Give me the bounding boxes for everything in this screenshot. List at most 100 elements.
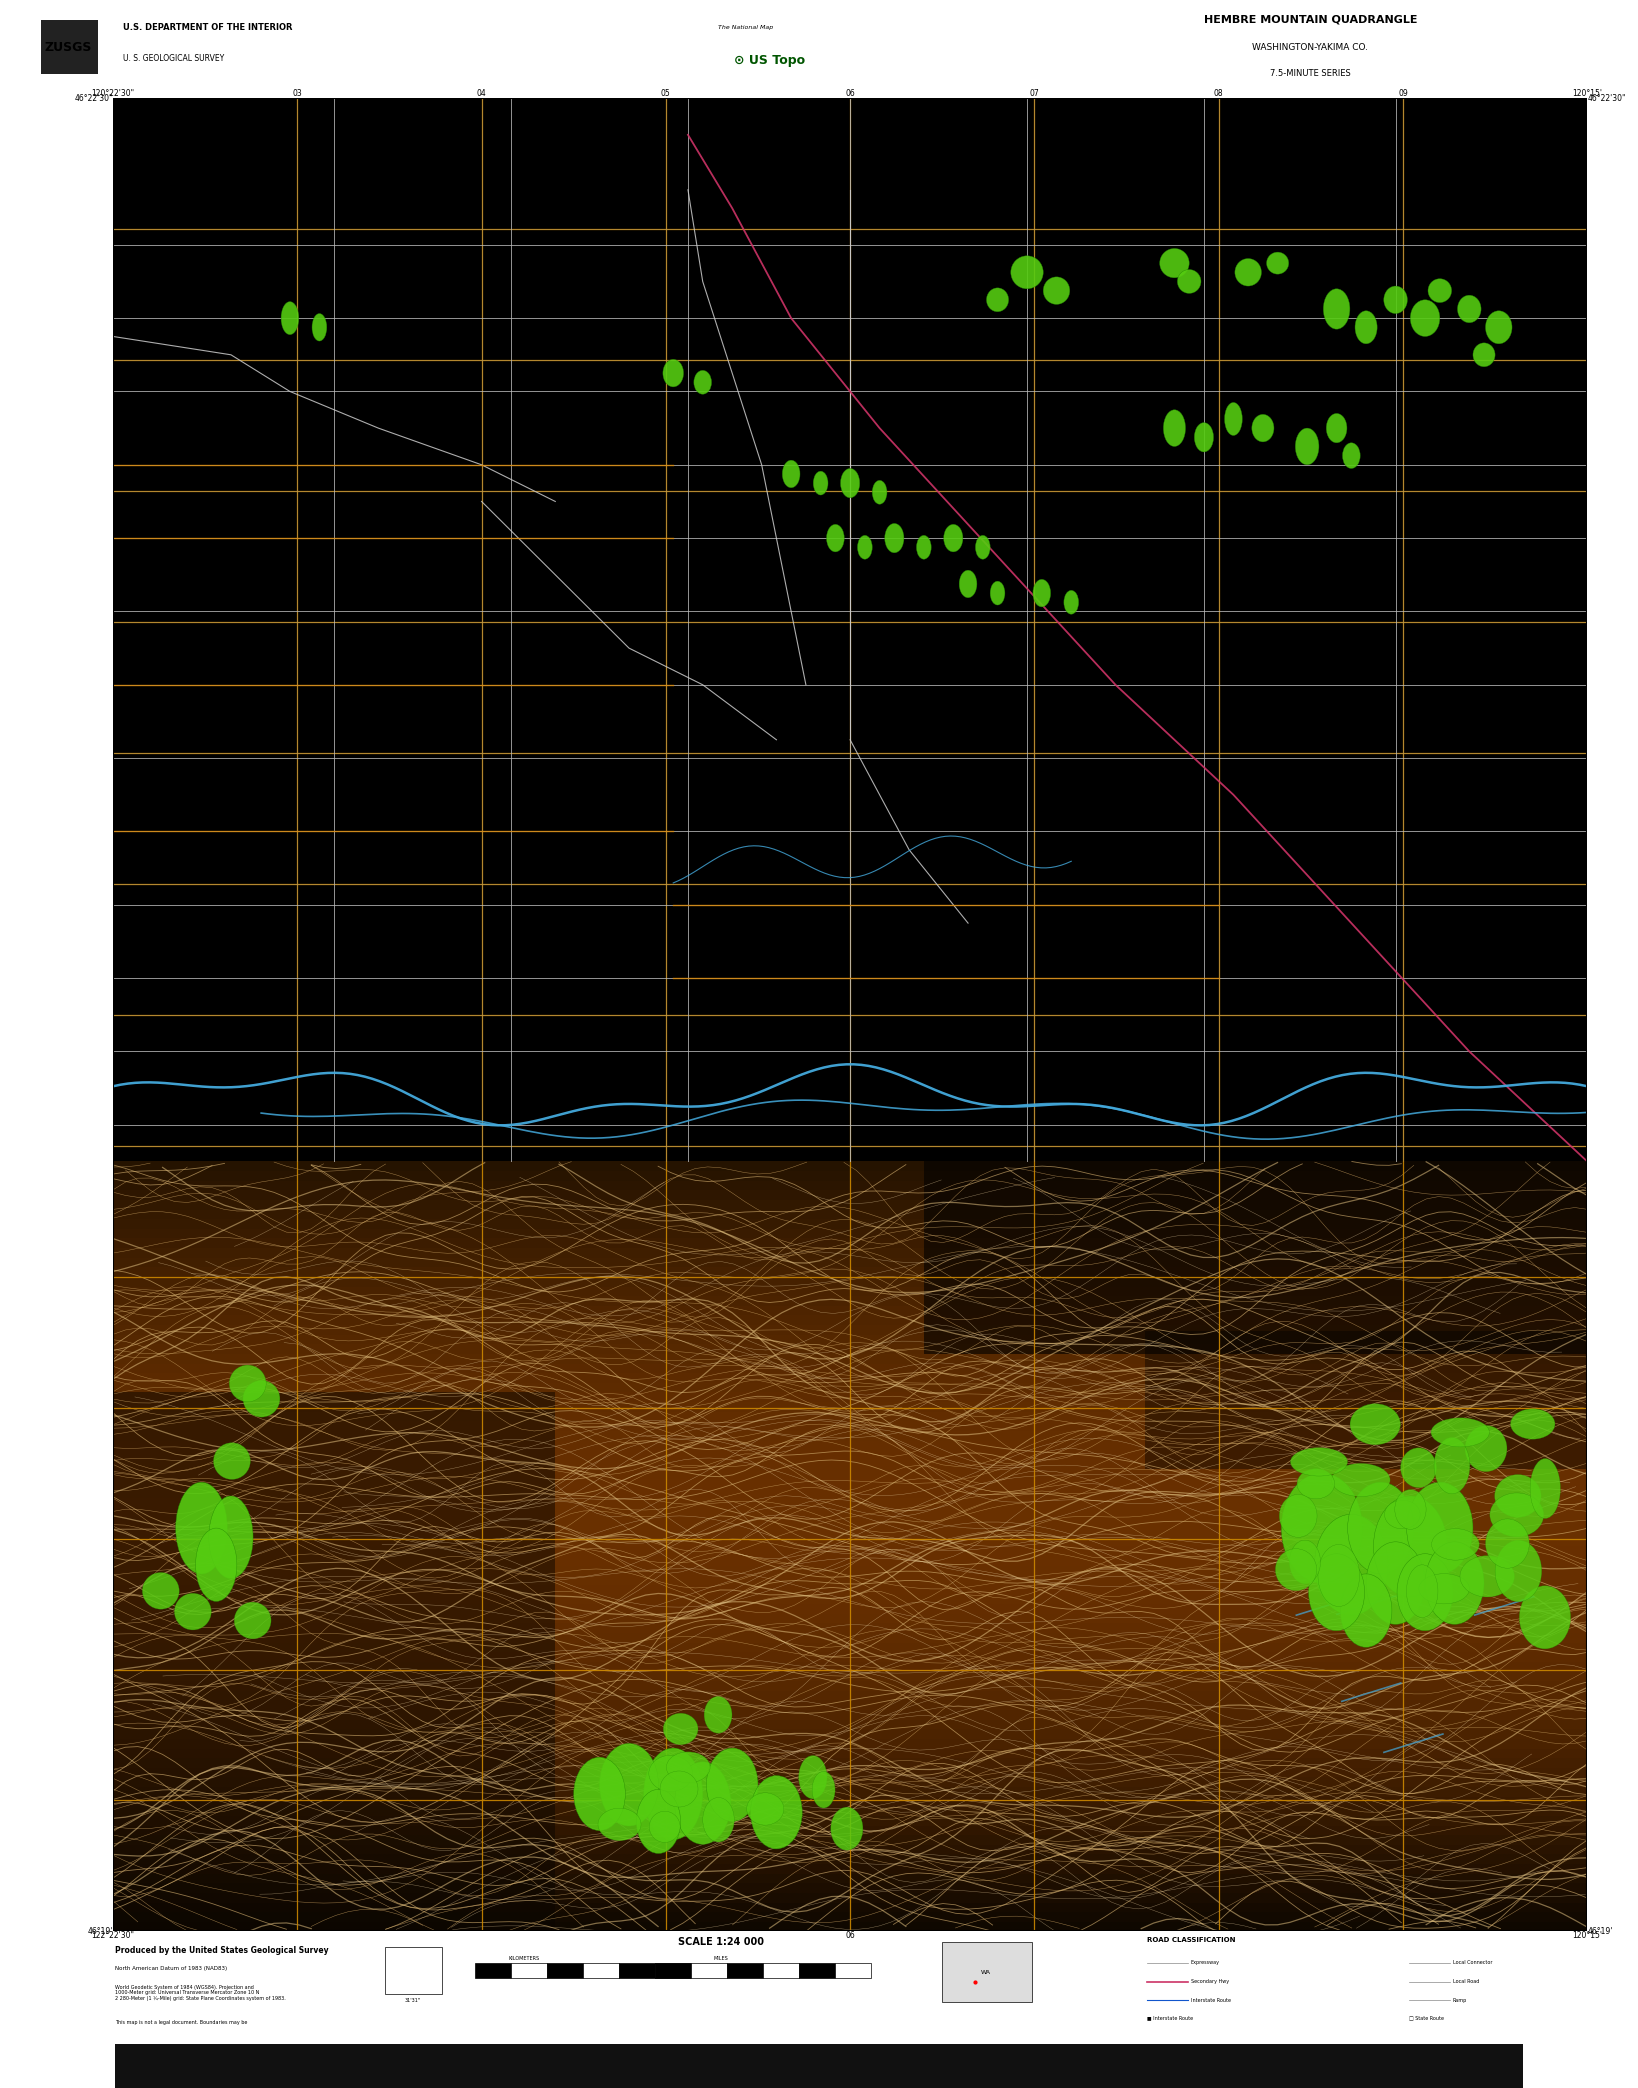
Text: North American Datum of 1983 (NAD83): North American Datum of 1983 (NAD83) (115, 1967, 226, 1971)
Ellipse shape (143, 1572, 179, 1610)
Bar (113, 1478, 1587, 1489)
Text: 120°15': 120°15' (1572, 1931, 1602, 1940)
Ellipse shape (598, 1808, 640, 1842)
Bar (113, 1190, 1587, 1201)
Ellipse shape (636, 1789, 681, 1854)
Ellipse shape (1235, 259, 1261, 286)
Ellipse shape (667, 1752, 711, 1783)
Ellipse shape (1410, 301, 1440, 336)
Ellipse shape (703, 1798, 734, 1842)
Ellipse shape (1340, 1574, 1392, 1647)
Bar (113, 1902, 1587, 1913)
Text: This map is not a legal document. Boundaries may be: This map is not a legal document. Bounda… (115, 2019, 247, 2025)
Ellipse shape (799, 1756, 827, 1798)
Ellipse shape (1355, 311, 1378, 345)
Ellipse shape (1432, 1418, 1489, 1447)
Ellipse shape (1435, 1437, 1469, 1493)
Bar (113, 1374, 1587, 1382)
Ellipse shape (812, 1771, 835, 1808)
Text: 31'31": 31'31" (405, 1998, 421, 2002)
Ellipse shape (960, 570, 976, 597)
Bar (113, 1614, 1587, 1622)
Ellipse shape (840, 468, 860, 497)
Ellipse shape (943, 524, 963, 551)
Bar (113, 1622, 1587, 1633)
Bar (113, 1758, 1587, 1769)
Ellipse shape (1034, 578, 1050, 608)
Ellipse shape (830, 1806, 863, 1850)
Ellipse shape (1366, 1541, 1425, 1624)
Bar (113, 1652, 1587, 1662)
Bar (113, 1422, 1587, 1430)
Ellipse shape (1494, 1474, 1541, 1518)
Bar (113, 1691, 1587, 1700)
Ellipse shape (282, 301, 298, 334)
Ellipse shape (747, 1794, 783, 1825)
Ellipse shape (1486, 311, 1512, 345)
Ellipse shape (1225, 403, 1242, 436)
Text: 07: 07 (1030, 90, 1038, 98)
Ellipse shape (1373, 1495, 1446, 1597)
Bar (113, 1585, 1587, 1595)
Ellipse shape (1327, 413, 1346, 443)
Bar (113, 1353, 1587, 1363)
Ellipse shape (1396, 1489, 1427, 1528)
Ellipse shape (1289, 1541, 1320, 1585)
Bar (113, 1297, 1587, 1305)
Bar (113, 1470, 1587, 1478)
Bar (113, 1817, 1587, 1825)
Bar (113, 1913, 1587, 1921)
Ellipse shape (675, 1762, 731, 1844)
Text: HEMBRE MOUNTAIN QUADRANGLE: HEMBRE MOUNTAIN QUADRANGLE (1204, 15, 1417, 25)
Ellipse shape (649, 1756, 693, 1792)
Bar (113, 1662, 1587, 1672)
Bar (113, 1835, 1587, 1846)
Bar (113, 1865, 1587, 1873)
Bar (113, 1161, 1587, 1171)
Bar (113, 1921, 1587, 1931)
Bar (113, 1201, 1587, 1209)
Bar (691, 1963, 727, 1979)
Bar (113, 1566, 1587, 1574)
Bar (113, 1508, 1587, 1518)
Ellipse shape (1348, 1482, 1414, 1574)
Text: 05: 05 (662, 90, 670, 98)
Ellipse shape (1397, 1553, 1453, 1631)
Ellipse shape (1314, 1514, 1387, 1616)
Ellipse shape (783, 459, 799, 489)
Bar (113, 1633, 1587, 1643)
Bar (113, 1411, 1587, 1422)
Bar (113, 1326, 1587, 1334)
Ellipse shape (174, 1593, 211, 1631)
Bar (763, 1963, 799, 1979)
Bar (113, 1806, 1587, 1817)
Ellipse shape (195, 1528, 238, 1601)
Ellipse shape (1194, 422, 1214, 451)
Ellipse shape (242, 1380, 280, 1418)
Bar (511, 1963, 547, 1979)
Ellipse shape (1251, 413, 1274, 443)
Bar (113, 1672, 1587, 1681)
Bar (113, 1209, 1587, 1219)
Ellipse shape (1011, 257, 1043, 288)
Text: Produced by the United States Geological Survey: Produced by the United States Geological… (115, 1946, 328, 1954)
Ellipse shape (175, 1482, 228, 1574)
Bar (113, 1393, 1587, 1401)
Ellipse shape (1043, 278, 1070, 305)
Ellipse shape (1428, 278, 1451, 303)
Bar (113, 1681, 1587, 1691)
Ellipse shape (210, 1495, 254, 1579)
Bar (113, 1556, 1587, 1566)
Text: 46°22'30": 46°22'30" (1587, 94, 1627, 102)
Bar (727, 1963, 763, 1979)
Bar (113, 1230, 1587, 1238)
Bar (113, 1604, 1587, 1614)
Bar (475, 1963, 511, 1979)
Text: U.S. DEPARTMENT OF THE INTERIOR: U.S. DEPARTMENT OF THE INTERIOR (123, 23, 292, 31)
Ellipse shape (600, 1743, 658, 1827)
Bar (113, 1278, 1587, 1286)
Text: Expressway: Expressway (1191, 1961, 1220, 1965)
Bar (113, 1430, 1587, 1441)
Text: MILES: MILES (713, 1956, 729, 1961)
Ellipse shape (871, 480, 888, 503)
